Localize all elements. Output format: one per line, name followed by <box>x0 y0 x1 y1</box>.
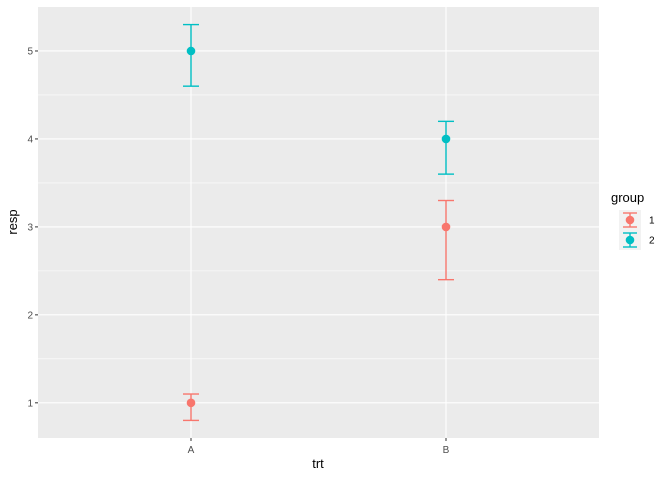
legend-label: 1 <box>649 216 655 227</box>
data-point <box>186 46 196 56</box>
x-tick-label: B <box>443 445 450 456</box>
y-tick-label: 2 <box>27 310 33 321</box>
legend-title: group <box>611 190 644 205</box>
y-tick-label: 1 <box>27 398 33 409</box>
axes: 1 2 3 4 5 A B <box>27 46 449 456</box>
legend-key-point <box>625 235 635 245</box>
major-gridlines <box>38 7 599 438</box>
legend: group 1 2 <box>611 190 655 250</box>
legend-label: 2 <box>649 236 655 247</box>
legend-key-point <box>625 215 635 225</box>
x-axis-title: trt <box>312 456 324 471</box>
minor-gridlines <box>38 94 599 360</box>
data-point <box>186 398 196 408</box>
y-tick-label: 5 <box>27 46 33 57</box>
x-tick-label: A <box>188 445 195 456</box>
data-point <box>441 222 451 232</box>
y-tick-label: 3 <box>27 222 33 233</box>
y-tick-label: 4 <box>27 134 33 145</box>
y-axis-title: resp <box>5 209 20 234</box>
plot-panel <box>38 7 599 438</box>
data-marks <box>183 23 454 422</box>
data-point <box>441 134 451 144</box>
